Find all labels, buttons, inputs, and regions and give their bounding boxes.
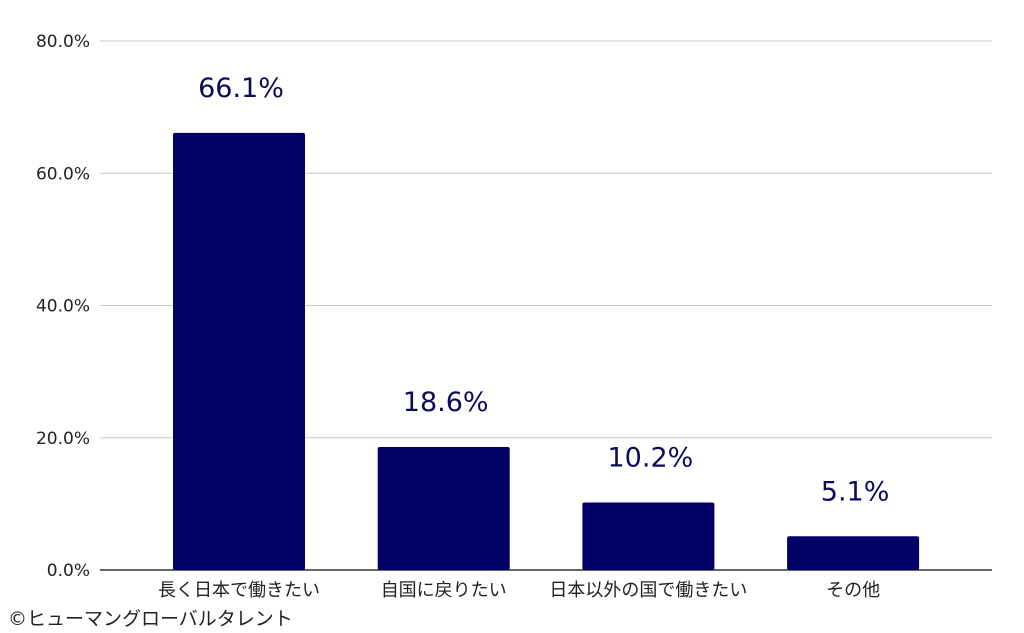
x-tick-label: 長く日本で働きたい	[158, 580, 320, 601]
x-tick-label: その他	[826, 580, 880, 601]
data-label: 5.1%	[821, 476, 890, 507]
copyright-credit: ©ヒューマングローバルタレント	[8, 608, 293, 630]
data-label: 18.6%	[403, 387, 489, 418]
data-label: 66.1%	[198, 73, 284, 104]
x-tick-label: 自国に戻りたい	[381, 580, 507, 601]
y-tick-label: 0.0%	[47, 561, 90, 581]
y-tick-label: 80.0%	[36, 32, 90, 52]
bar	[582, 502, 715, 570]
y-tick-label: 40.0%	[36, 297, 90, 317]
bar	[173, 132, 305, 570]
bar	[377, 447, 510, 570]
bar	[787, 536, 920, 570]
x-tick-label: 日本以外の国で働きたい	[549, 580, 747, 601]
data-label: 10.2%	[608, 443, 694, 474]
y-tick-label: 60.0%	[36, 164, 90, 184]
y-tick-label: 20.0%	[36, 429, 90, 449]
